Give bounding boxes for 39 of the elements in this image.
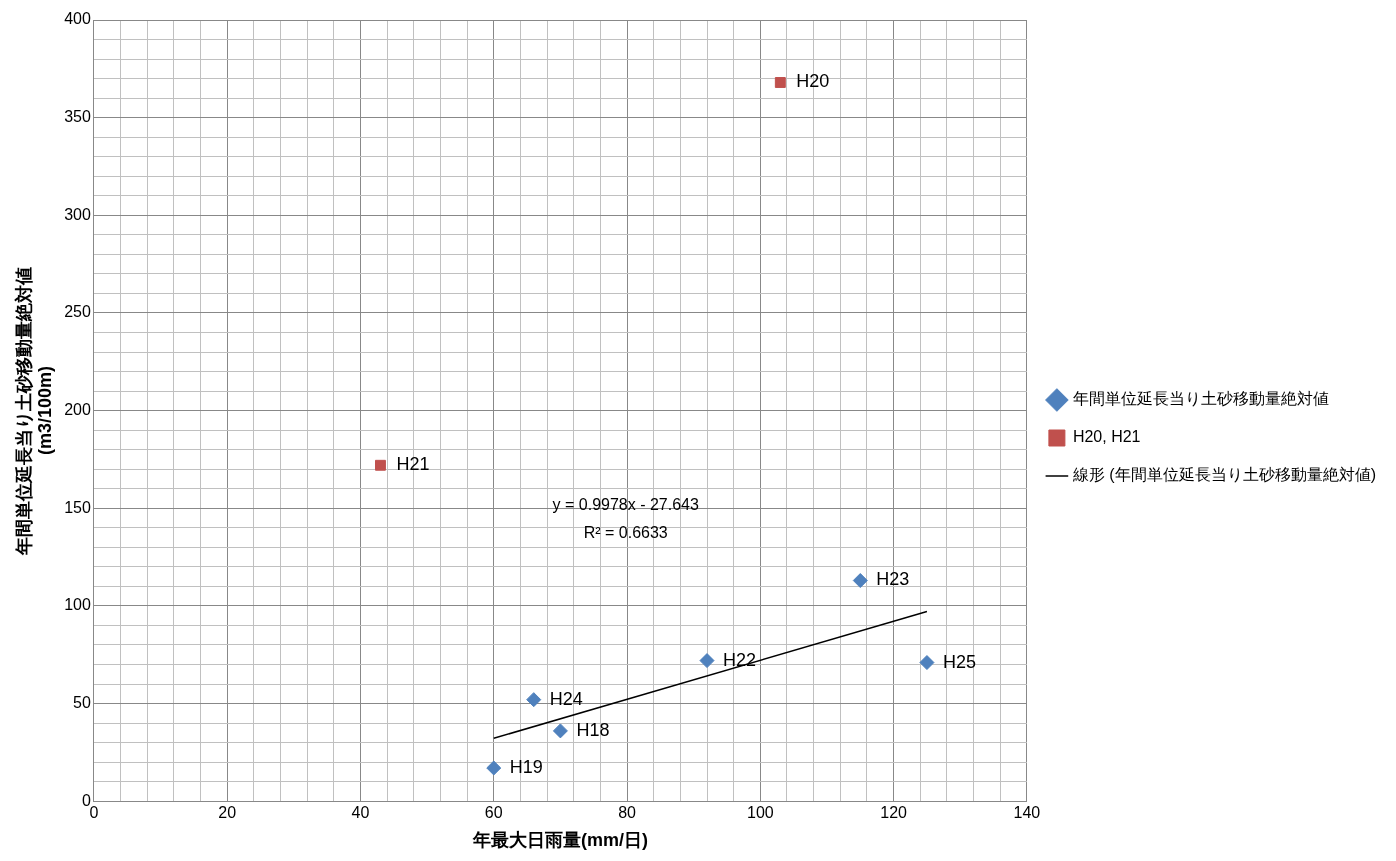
x-tick-label: 80 — [618, 804, 637, 822]
legend-label: 年間単位延長当り土砂移動量絶対値 — [1072, 390, 1329, 408]
point — [526, 692, 542, 708]
y-tick-label: 100 — [64, 596, 91, 614]
x-tick-label: 40 — [351, 804, 370, 822]
legend-label: H20, H21 — [1072, 428, 1141, 446]
annotation: y = 0.9978x - 27.643 — [552, 496, 699, 514]
point — [375, 459, 386, 471]
point — [774, 77, 786, 88]
point — [919, 655, 935, 671]
x-tick-label: 140 — [1013, 804, 1041, 822]
x-tick-label: 20 — [218, 804, 237, 822]
point — [552, 723, 568, 739]
y-axis-title: 年間単位延長当り土砂移動量絶対値 (m3/100m) — [13, 266, 56, 556]
annotation: H23 — [876, 569, 910, 590]
annotation: H21 — [396, 454, 430, 475]
annotation: H19 — [509, 756, 543, 777]
annotation: H20 — [796, 71, 830, 92]
point — [852, 573, 868, 589]
legend-label: 線形 (年間単位延長当り土砂移動量絶対値) — [1071, 466, 1377, 484]
y-tick-label: 300 — [64, 205, 91, 223]
x-axis-title: 年最大日雨量(mm/日) — [471, 830, 648, 851]
x-tick-label: 60 — [484, 804, 503, 822]
annotation: H18 — [576, 719, 610, 740]
annotation: H22 — [723, 649, 757, 670]
y-tick-label: 0 — [81, 791, 91, 809]
x-tick-label: 100 — [746, 804, 774, 822]
annotation: H25 — [942, 651, 976, 672]
y-tick-label: 150 — [64, 498, 91, 516]
point — [699, 653, 715, 669]
x-tick-label: 120 — [880, 804, 908, 822]
y-tick-label: 400 — [64, 10, 91, 28]
point — [486, 760, 502, 776]
y-tick-label: 350 — [64, 108, 91, 126]
annotation: H24 — [549, 688, 583, 709]
y-tick-label: 50 — [73, 693, 91, 711]
annotation: R² = 0.6633 — [583, 524, 668, 542]
y-tick-label: 250 — [64, 303, 91, 321]
y-tick-label: 200 — [64, 401, 91, 419]
